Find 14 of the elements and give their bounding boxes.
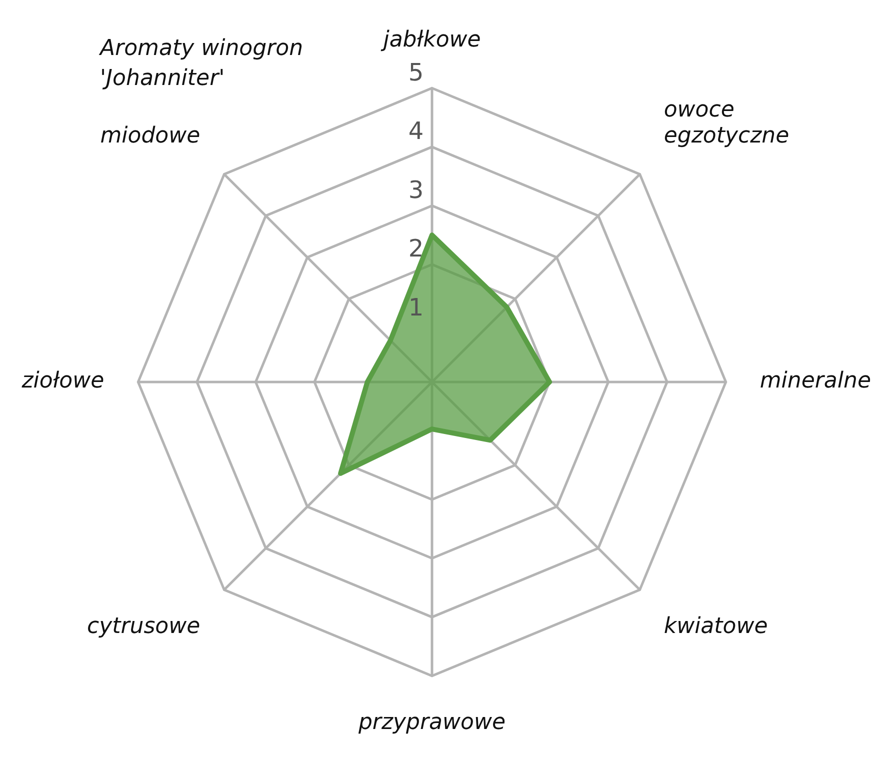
y-tick-label: 3 bbox=[408, 176, 424, 204]
y-tick-label: 5 bbox=[408, 58, 424, 86]
spoke-label: mineralne bbox=[760, 368, 871, 394]
spoke-label: jabłkowe bbox=[380, 28, 481, 53]
y-tick-label: 1 bbox=[408, 293, 424, 322]
y-tick-label: 4 bbox=[408, 117, 424, 146]
spoke-label: miodowe bbox=[100, 124, 200, 149]
text: Aromaty winogron 'Johanniter' bbox=[100, 35, 304, 93]
spoke-label: przyprawowe bbox=[357, 710, 506, 735]
spoke-label: kwiatowe bbox=[664, 614, 768, 639]
spoke-label: owoce egzotyczne bbox=[664, 97, 790, 149]
spoke-label: cytrusowe bbox=[86, 614, 200, 639]
y-tick-label: 2 bbox=[408, 234, 424, 263]
spoke-label: ziołowe bbox=[20, 368, 104, 394]
